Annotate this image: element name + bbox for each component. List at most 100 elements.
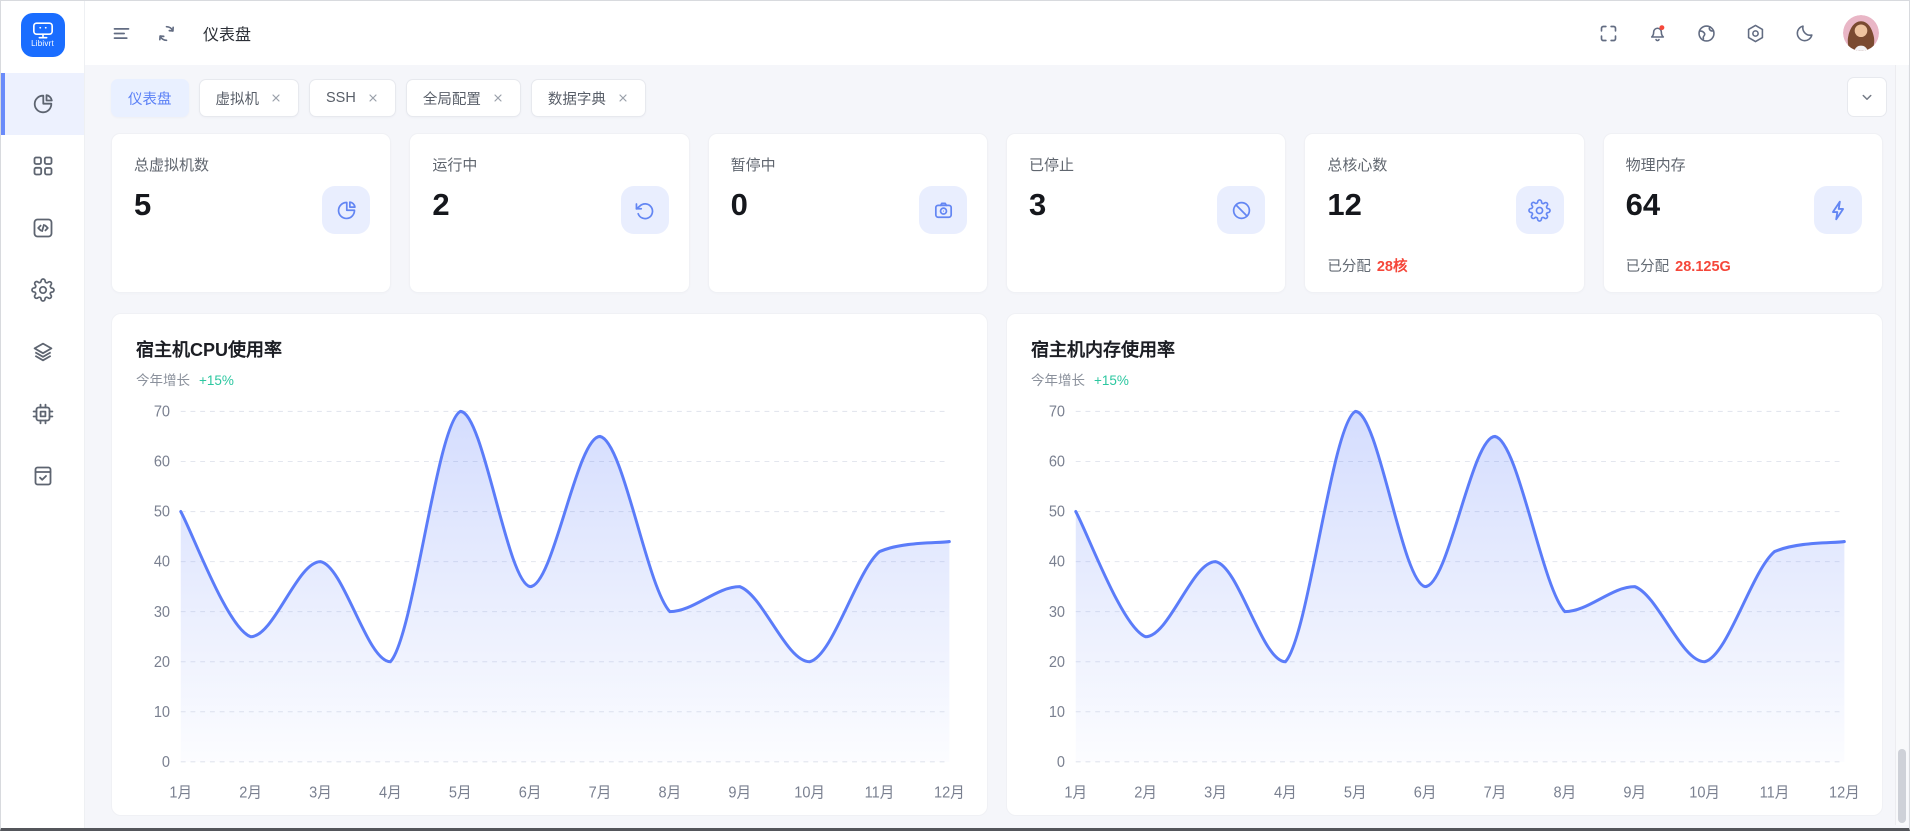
stat-label: 运行中 [432, 157, 478, 174]
svg-text:70: 70 [1049, 403, 1065, 420]
svg-text:4月: 4月 [1274, 784, 1297, 801]
stat-label: 已停止 [1029, 157, 1075, 174]
growth-label: 今年增长 [136, 373, 190, 388]
svg-text:70: 70 [154, 403, 170, 420]
logo-text: Libivrt [31, 39, 54, 48]
growth-value: +15% [199, 373, 234, 388]
settings-hex-icon [1747, 24, 1764, 42]
tab-data-dictionary[interactable]: 数据字典 [530, 79, 646, 117]
dark-mode-button[interactable] [1794, 23, 1815, 44]
svg-text:3月: 3月 [309, 784, 332, 801]
svg-text:2月: 2月 [1134, 784, 1157, 801]
allocated-label: 已分配 [1327, 259, 1371, 275]
tab-global-config[interactable]: 全局配置 [405, 79, 521, 117]
code-square-icon [33, 218, 52, 238]
svg-text:7月: 7月 [589, 784, 612, 801]
stat-icon-chip [1217, 186, 1266, 234]
tab-virtual-machines[interactable]: 虚拟机 [198, 79, 299, 117]
stat-card-physical-memory: 物理内存 64 已分配 28.125G [1602, 133, 1883, 293]
tab-ssh[interactable]: SSH [309, 79, 396, 117]
menu-icon [113, 27, 130, 39]
stat-card-running: 运行中 2 [409, 133, 690, 293]
svg-text:1月: 1月 [1064, 784, 1087, 801]
sidebar-item-virtual-machines[interactable] [1, 135, 84, 197]
stat-icon-chip [322, 186, 371, 234]
sidebar-item-global-config[interactable] [1, 259, 84, 321]
apps-grid-icon [33, 156, 52, 176]
notifications-button[interactable] [1647, 23, 1668, 44]
chart-title: 宿主机内存使用率 [1031, 340, 1175, 360]
close-icon[interactable] [367, 92, 379, 104]
user-avatar[interactable] [1843, 15, 1879, 51]
close-icon[interactable] [270, 92, 282, 104]
svg-text:6月: 6月 [519, 784, 542, 801]
svg-text:50: 50 [1049, 503, 1065, 520]
sidebar-item-dashboard[interactable] [1, 73, 84, 135]
cpu-usage-chart-card: 宿主机CPU使用率 今年增长 +15% 0 10 20 30 40 50 60 70 1月 2月 3月… [111, 313, 988, 816]
sidebar-item-compute[interactable] [1, 383, 84, 445]
monitor-icon [32, 22, 53, 39]
moon-icon [1796, 24, 1813, 41]
page-title: 仪表盘 [203, 27, 252, 44]
stat-card-stopped: 已停止 3 [1006, 133, 1287, 293]
svg-text:0: 0 [162, 754, 170, 771]
pie-chart-icon [33, 94, 53, 114]
growth-value: +15% [1094, 373, 1129, 388]
allocated-label: 已分配 [1625, 259, 1670, 275]
tab-label: 仪表盘 [128, 91, 172, 108]
svg-text:20: 20 [1049, 654, 1065, 671]
sidebar-item-ssh[interactable] [1, 197, 84, 259]
svg-text:40: 40 [154, 553, 170, 570]
app-logo[interactable]: Libivrt [20, 13, 65, 57]
svg-text:1月: 1月 [169, 784, 192, 801]
fullscreen-button[interactable] [1598, 23, 1619, 44]
svg-text:10月: 10月 [794, 784, 825, 801]
stat-value: 64 [1625, 187, 1661, 222]
tabs-collapse-button[interactable] [1847, 77, 1887, 117]
stat-label: 总虚拟机数 [134, 157, 210, 174]
svg-text:60: 60 [154, 453, 170, 470]
svg-text:5月: 5月 [449, 784, 472, 801]
close-icon[interactable] [492, 92, 504, 104]
tab-label: SSH [326, 90, 356, 106]
svg-text:9月: 9月 [728, 784, 751, 801]
allocated-value: 28.125G [1675, 259, 1731, 275]
charts-row: 宿主机CPU使用率 今年增长 +15% 0 10 20 30 40 50 60 70 1月 2月 3月… [111, 313, 1883, 816]
settings-button[interactable] [1745, 23, 1766, 44]
svg-text:11月: 11月 [865, 784, 895, 801]
sidebar-item-storage[interactable] [1, 321, 84, 383]
language-button[interactable] [1696, 23, 1717, 44]
refresh-button[interactable] [156, 23, 177, 44]
svg-text:30: 30 [1049, 603, 1065, 620]
sidebar-item-tasks[interactable] [1, 445, 84, 507]
svg-text:12月: 12月 [1829, 784, 1858, 801]
stat-card-total-vms: 总虚拟机数 5 [111, 133, 392, 293]
tab-label: 数据字典 [547, 91, 606, 108]
stat-allocated: 已分配 28.125G [1626, 255, 1731, 276]
stat-icon-chip [919, 186, 967, 234]
svg-text:8月: 8月 [659, 784, 682, 801]
camera-icon [934, 202, 952, 218]
svg-text:3月: 3月 [1204, 784, 1227, 801]
stat-icon-chip [620, 186, 669, 234]
svg-text:9月: 9月 [1623, 784, 1646, 801]
sidebar: Libivrt [1, 1, 85, 828]
growth-label: 今年增长 [1031, 373, 1085, 388]
cpu-usage-line-chart: 0 10 20 30 40 50 60 70 1月 2月 3月 4月 5月 6月 7月 8月 9月 10月 11月 1… [154, 403, 963, 802]
scrollbar-thumb[interactable] [1898, 749, 1906, 823]
svg-text:2月: 2月 [239, 784, 262, 801]
tab-dashboard[interactable]: 仪表盘 [111, 79, 189, 117]
svg-text:4月: 4月 [379, 784, 402, 801]
close-icon[interactable] [617, 92, 629, 104]
stat-value: 2 [432, 187, 450, 222]
stat-label: 物理内存 [1625, 157, 1686, 174]
stat-icon-chip [1515, 186, 1564, 234]
stat-card-total-cores: 总核心数 12 已分配 28核 [1304, 133, 1585, 293]
bell-icon [1650, 24, 1665, 41]
chart-title: 宿主机CPU使用率 [136, 340, 283, 360]
svg-text:10: 10 [154, 704, 170, 721]
stat-value: 12 [1327, 187, 1362, 222]
menu-collapse-button[interactable] [111, 23, 132, 44]
svg-text:7月: 7月 [1484, 784, 1507, 801]
